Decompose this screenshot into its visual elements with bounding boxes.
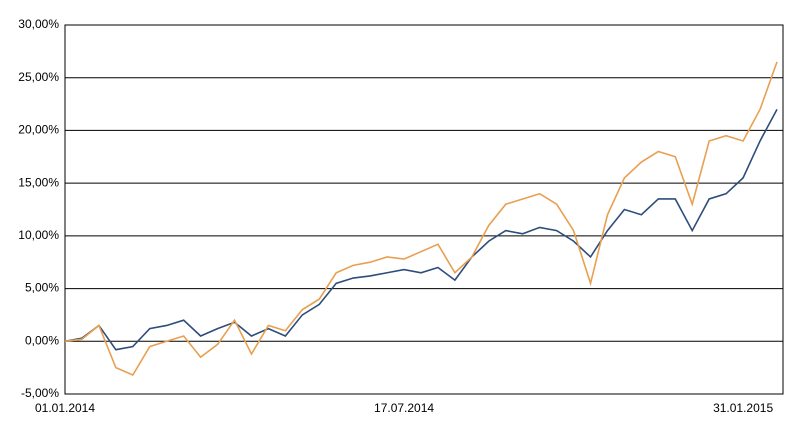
x-tick-label: 17.07.2014	[374, 401, 434, 415]
series-line	[64, 61, 778, 377]
y-tick-label: 20,00%	[18, 123, 59, 137]
series-line	[64, 108, 778, 351]
x-tick-label: 31.01.2015	[713, 401, 773, 415]
y-tick-label: 30,00%	[18, 17, 59, 31]
y-tick-label: 25,00%	[18, 70, 59, 84]
x-tick-label: 01.01.2014	[35, 401, 95, 415]
y-tick-label: 15,00%	[18, 175, 59, 189]
y-tick-label: 0,00%	[25, 333, 59, 347]
y-tick-label: 5,00%	[25, 281, 59, 295]
y-tick-label: 10,00%	[18, 228, 59, 242]
y-tick-label: -5,00%	[21, 386, 59, 400]
